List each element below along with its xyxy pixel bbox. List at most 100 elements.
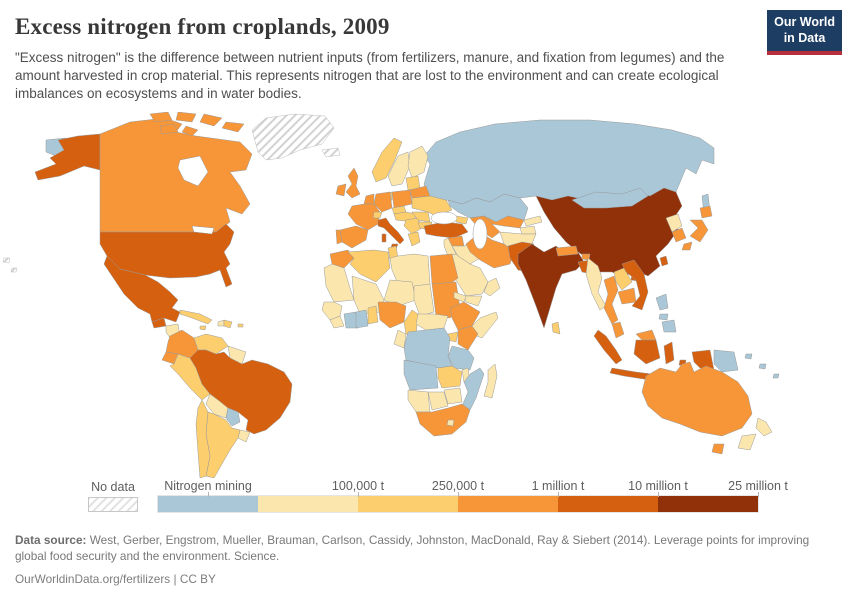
legend-bin-1[interactable] [258, 496, 358, 512]
country-balkans[interactable] [403, 217, 423, 235]
country-south_korea[interactable] [671, 227, 687, 243]
country-nz_south[interactable] [737, 433, 757, 451]
country-haiti[interactable] [217, 319, 225, 327]
country-nz_north[interactable] [755, 417, 773, 437]
country-togo_benin[interactable] [367, 305, 379, 325]
country-thailand[interactable] [603, 275, 619, 325]
country-zambia[interactable] [437, 365, 463, 389]
country-west_papua[interactable] [691, 349, 715, 371]
country-spain[interactable] [339, 225, 369, 249]
country-portugal[interactable] [335, 229, 343, 245]
country-central_african_republic[interactable] [415, 313, 449, 331]
country-uzbekistan[interactable] [483, 215, 525, 229]
country-arctic5[interactable] [159, 123, 179, 135]
owid-logo[interactable]: Our World in Data [767, 10, 842, 56]
country-greece[interactable] [407, 231, 421, 247]
country-iceland[interactable] [321, 147, 341, 158]
country-pacific2[interactable] [758, 363, 767, 370]
country-madagascar[interactable] [483, 363, 498, 399]
country-mexico[interactable] [103, 255, 181, 323]
country-botswana[interactable] [427, 391, 449, 411]
country-ghana[interactable] [355, 309, 369, 329]
country-namibia[interactable] [407, 389, 431, 413]
country-angola[interactable] [403, 359, 439, 391]
country-arctic6[interactable] [181, 125, 199, 137]
country-south_africa[interactable] [415, 403, 471, 437]
country-taiwan[interactable] [659, 255, 669, 267]
country-pacific1[interactable] [744, 353, 753, 360]
legend-bin-4[interactable] [558, 496, 658, 512]
country-germany[interactable] [373, 191, 393, 213]
country-gabon_congo[interactable] [393, 329, 407, 349]
country-mongolia[interactable] [571, 187, 649, 209]
country-sardinia[interactable] [381, 233, 387, 243]
country-sri_lanka[interactable] [551, 321, 561, 335]
country-switzerland[interactable] [372, 211, 383, 219]
owid-link[interactable]: OurWorldinData.org/fertilizers [15, 571, 171, 586]
country-hawaii2[interactable] [10, 267, 18, 273]
country-tasmania[interactable] [711, 443, 725, 455]
country-cuba[interactable] [179, 309, 213, 325]
legend-bin-2[interactable] [358, 496, 458, 512]
country-uk[interactable] [345, 167, 361, 199]
country-mozambique[interactable] [461, 367, 485, 411]
country-ireland[interactable] [335, 183, 347, 197]
country-caucasus[interactable] [455, 215, 469, 225]
country-tajikistan[interactable] [519, 225, 537, 235]
country-pacific3[interactable] [772, 373, 780, 379]
country-malaysia_borneo[interactable] [635, 329, 657, 341]
country-sierra_leone_liberia[interactable] [329, 315, 345, 329]
country-sulawesi[interactable] [663, 341, 675, 365]
country-oman[interactable] [483, 277, 501, 297]
country-philippines_luzon[interactable] [655, 293, 669, 311]
country-arctic4[interactable] [221, 121, 245, 133]
country-cameroon[interactable] [403, 309, 419, 337]
country-india[interactable] [517, 243, 585, 329]
country-malaysia_peninsula[interactable] [611, 321, 625, 339]
country-alaska[interactable] [34, 133, 101, 181]
legend-bin-3[interactable] [458, 496, 558, 512]
country-algeria[interactable] [347, 249, 391, 283]
country-kenya[interactable] [457, 325, 479, 351]
country-cambodia[interactable] [617, 287, 637, 305]
country-egypt[interactable] [429, 253, 459, 285]
country-italy[interactable] [377, 217, 405, 245]
country-sumatra[interactable] [593, 329, 623, 365]
country-ivory_coast[interactable] [343, 311, 359, 329]
country-arctic2[interactable] [175, 111, 197, 123]
country-chile[interactable] [195, 399, 211, 479]
country-benelux[interactable] [363, 193, 375, 205]
country-japan_hokkaido[interactable] [699, 205, 713, 219]
country-kyrgyzstan[interactable] [523, 215, 543, 227]
country-mauritania[interactable] [323, 263, 355, 303]
country-vietnam[interactable] [621, 259, 649, 311]
country-greenland[interactable] [251, 113, 335, 161]
country-philippines_visayas[interactable] [658, 313, 669, 321]
country-japan_honshu[interactable] [689, 219, 709, 243]
country-nigeria[interactable] [377, 301, 407, 329]
country-chad[interactable] [413, 283, 435, 317]
country-australia[interactable] [641, 361, 753, 437]
legend-bin-5[interactable] [658, 496, 758, 512]
country-puerto_rico[interactable] [237, 323, 244, 328]
country-canada[interactable] [99, 117, 253, 233]
country-arctic1[interactable] [149, 111, 173, 123]
country-nepal[interactable] [555, 245, 579, 257]
country-tanzania[interactable] [447, 345, 475, 371]
country-poland[interactable] [391, 189, 413, 209]
country-japan_kyushu[interactable] [681, 241, 693, 251]
country-yemen[interactable] [463, 295, 483, 307]
legend-bin-0[interactable] [158, 496, 258, 512]
country-lesotho[interactable] [446, 419, 455, 427]
country-finland[interactable] [407, 145, 429, 179]
country-arctic3[interactable] [199, 113, 223, 127]
country-papua_new_guinea[interactable] [713, 349, 739, 373]
country-laos[interactable] [613, 267, 633, 291]
country-zimbabwe[interactable] [443, 387, 463, 405]
country-north_korea[interactable] [665, 213, 683, 233]
country-paraguay[interactable] [225, 407, 241, 427]
country-dominican_republic[interactable] [223, 319, 233, 329]
country-norway[interactable] [371, 137, 403, 183]
country-niger[interactable] [383, 279, 417, 307]
country-philippines_mindanao[interactable] [661, 319, 677, 333]
